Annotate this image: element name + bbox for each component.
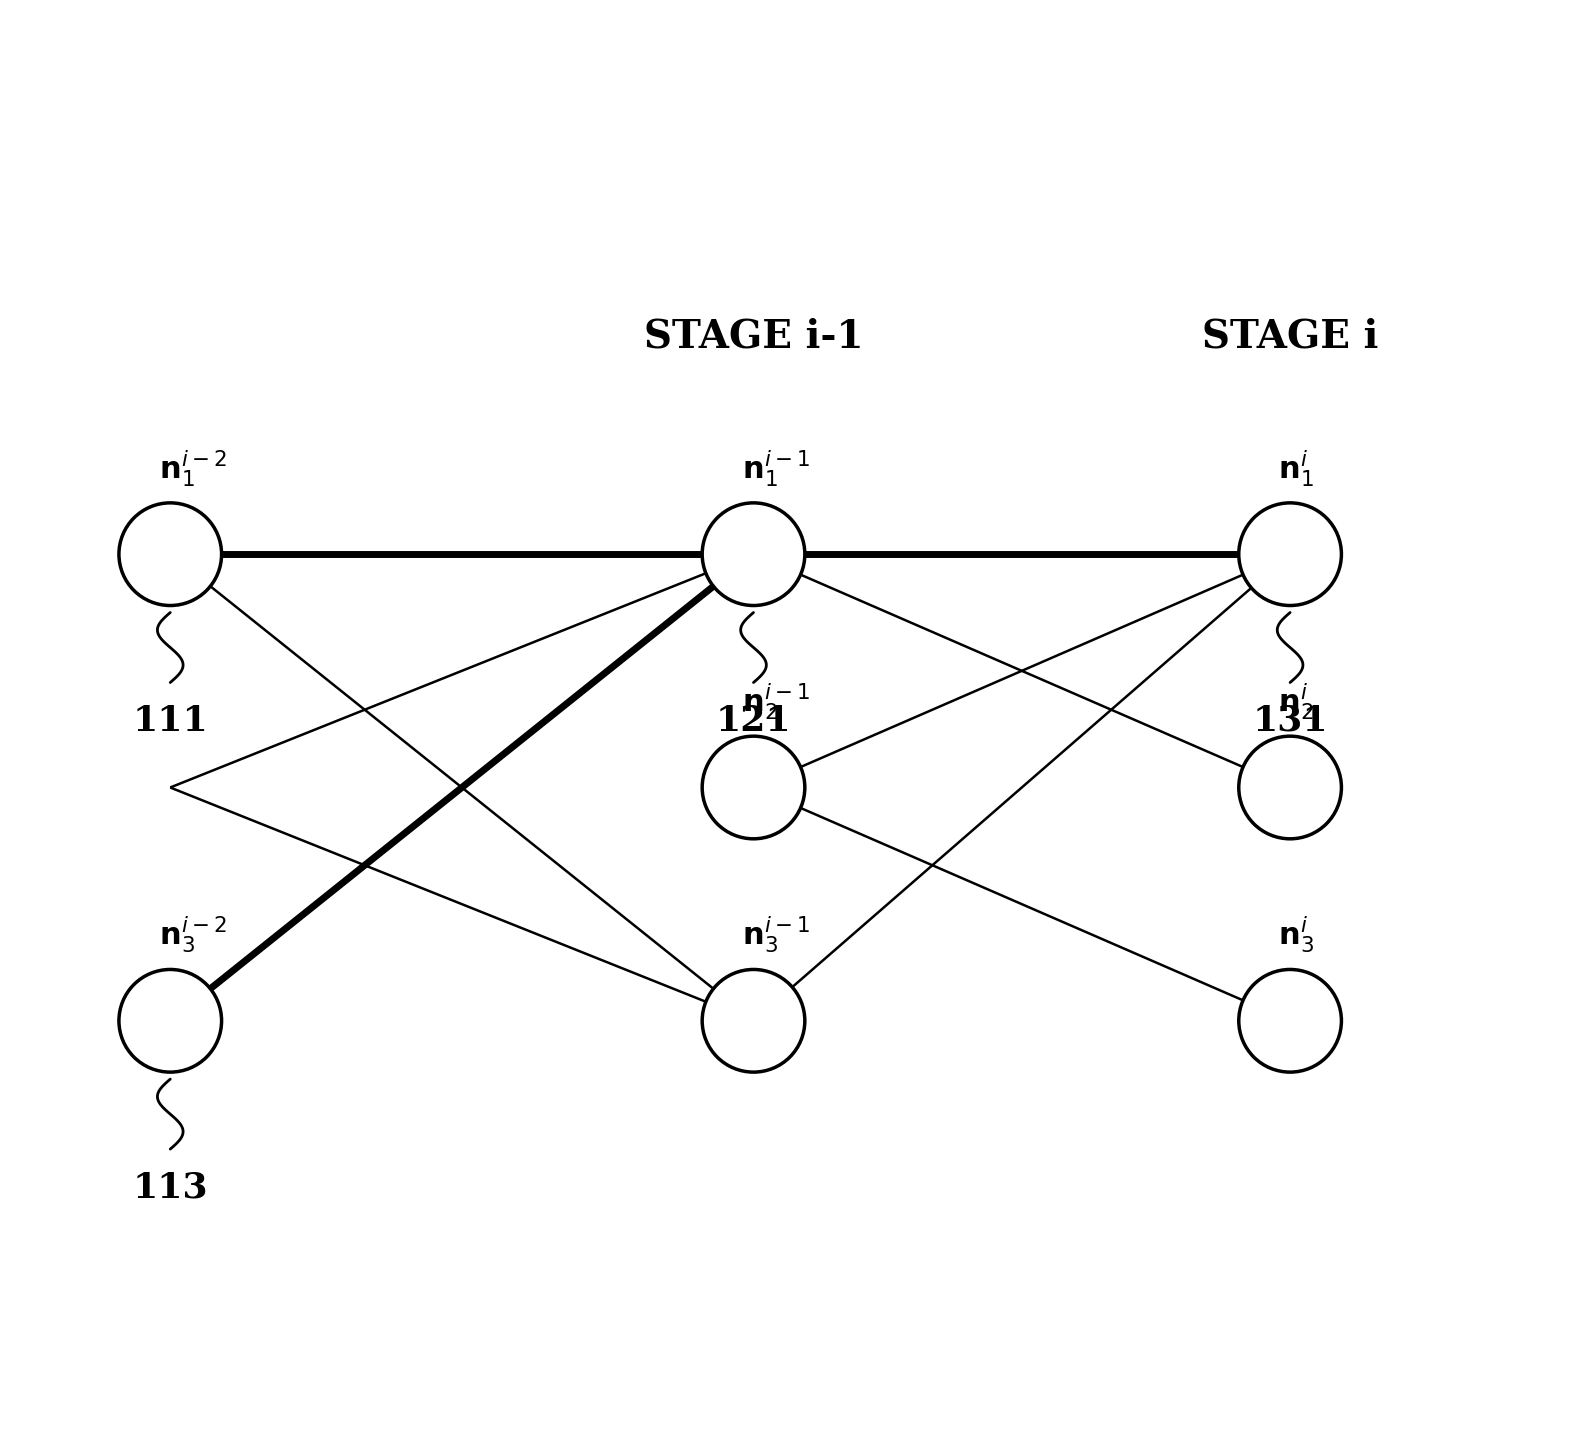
Circle shape <box>1240 970 1342 1072</box>
Text: $\mathbf{n}_{3}^{i-2}$: $\mathbf{n}_{3}^{i-2}$ <box>159 916 226 956</box>
Text: 121: 121 <box>716 703 792 738</box>
Text: $\mathbf{n}_{1}^{i}$: $\mathbf{n}_{1}^{i}$ <box>1279 448 1314 489</box>
Text: $\mathbf{n}_{1}^{i-1}$: $\mathbf{n}_{1}^{i-1}$ <box>741 448 809 489</box>
Text: STAGE i-1: STAGE i-1 <box>643 319 863 356</box>
Text: STAGE i: STAGE i <box>1202 319 1378 356</box>
Text: $\mathbf{n}_{1}^{i-2}$: $\mathbf{n}_{1}^{i-2}$ <box>159 448 226 489</box>
Text: $\mathbf{n}_{2}^{i}$: $\mathbf{n}_{2}^{i}$ <box>1279 682 1314 722</box>
Circle shape <box>1240 502 1342 606</box>
Circle shape <box>118 970 222 1072</box>
Circle shape <box>118 502 222 606</box>
Circle shape <box>702 970 804 1072</box>
Text: $\mathbf{n}_{2}^{i-1}$: $\mathbf{n}_{2}^{i-1}$ <box>741 682 809 722</box>
Text: 111: 111 <box>132 703 208 738</box>
Circle shape <box>1240 736 1342 839</box>
Circle shape <box>702 736 804 839</box>
Text: $\mathbf{n}_{3}^{i}$: $\mathbf{n}_{3}^{i}$ <box>1279 916 1314 956</box>
Text: 113: 113 <box>132 1170 208 1204</box>
Text: 131: 131 <box>1252 703 1328 738</box>
Text: $\mathbf{n}_{3}^{i-1}$: $\mathbf{n}_{3}^{i-1}$ <box>741 916 809 956</box>
Circle shape <box>702 502 804 606</box>
